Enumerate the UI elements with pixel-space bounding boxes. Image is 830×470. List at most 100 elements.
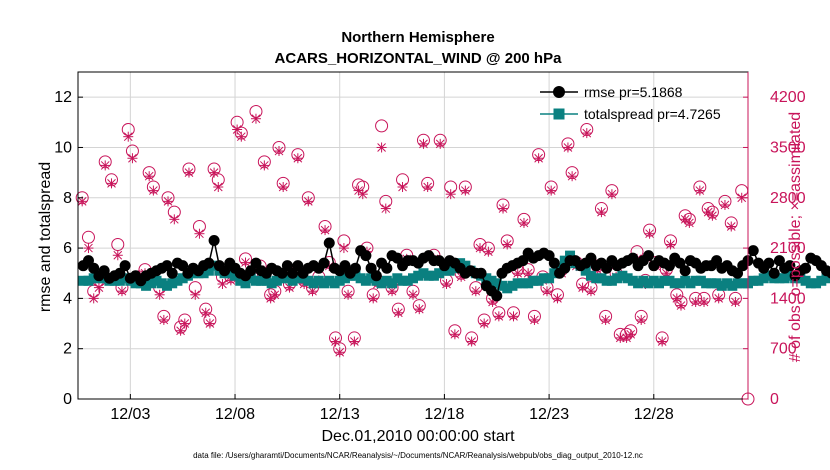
obs-assimilated-point	[106, 178, 117, 189]
obs-assimilated-point	[88, 293, 99, 304]
y-tick-label-right: 2100	[770, 240, 806, 257]
rmse-point	[475, 267, 487, 279]
totalspread-point	[502, 283, 513, 294]
y-tick-label-right: 3500	[770, 139, 806, 156]
obs-possible-point	[111, 237, 125, 251]
totalspread-point	[805, 278, 816, 289]
rmse-point	[119, 260, 131, 272]
obs-assimilated-point	[475, 243, 485, 254]
obs-assimilated-point	[127, 153, 138, 164]
totalspread-point	[491, 278, 502, 289]
obs-assimilated-point	[694, 185, 705, 196]
rmse-point	[349, 262, 361, 274]
obs-assimilated-point	[100, 160, 111, 171]
obs-assimilated-point	[338, 243, 349, 254]
totalspread-point	[381, 275, 392, 286]
totalspread-point	[334, 275, 345, 286]
obs-assimilated-point	[303, 196, 314, 207]
y-tick-label: 0	[63, 391, 72, 408]
totalspread-point	[669, 278, 680, 289]
totalspread-point	[141, 280, 152, 291]
totalspread-point	[161, 280, 172, 291]
obs-assimilated-point	[144, 171, 155, 182]
totalspread-point	[795, 273, 806, 284]
obs-assimilated-point	[460, 185, 471, 196]
obs-assimilated-point	[148, 185, 159, 196]
totalspread-point	[198, 268, 209, 279]
rmse-point	[203, 257, 215, 269]
totalspread-point	[517, 278, 528, 289]
obs-assimilated-point	[435, 138, 446, 149]
obs-assimilated-point	[93, 282, 104, 293]
obs-assimilated-point	[676, 300, 686, 311]
obs-assimilated-point	[690, 296, 701, 307]
totalspread-point	[355, 273, 366, 284]
totalspread-point	[753, 275, 764, 286]
x-tick-label: 12/28	[634, 406, 674, 423]
totalspread-point	[591, 273, 602, 284]
obs-assimilated-point	[213, 181, 224, 192]
totalspread-point	[659, 275, 670, 286]
obs-assimilated-point	[259, 160, 270, 171]
rmse-point	[166, 267, 178, 279]
y-tick-label: 4	[63, 290, 72, 307]
obs-possible-point	[81, 230, 95, 244]
obs-assimilated-point	[397, 181, 408, 192]
obs-assimilated-point	[518, 217, 529, 228]
totalspread-point	[648, 275, 659, 286]
totalspread-point	[774, 273, 785, 284]
totalspread-point	[748, 275, 759, 286]
rmse-point	[763, 257, 775, 269]
obs-assimilated-point	[274, 146, 284, 157]
obs-assimilated-point	[334, 347, 345, 358]
obs-assimilated-point	[123, 131, 134, 142]
obs-assimilated-point	[158, 314, 169, 325]
totalspread-point	[711, 278, 722, 289]
totalspread-point	[329, 278, 340, 289]
obs-assimilated-point	[414, 304, 425, 315]
obs-assimilated-point	[368, 293, 379, 304]
obs-assimilated-point	[596, 207, 607, 218]
totalspread-point	[617, 270, 628, 281]
obs-assimilated-point	[232, 124, 243, 135]
totalspread-point	[496, 280, 507, 291]
obs-assimilated-point	[116, 286, 127, 297]
obs-assimilated-point	[380, 203, 391, 214]
x-tick-label: 12/18	[424, 406, 464, 423]
obs-assimilated-point	[479, 318, 490, 329]
totalspread-point	[177, 273, 188, 284]
totalspread-point	[481, 273, 492, 284]
obs-assimilated-point	[577, 282, 588, 293]
obs-assimilated-point	[83, 243, 94, 254]
y-tick-label-right: 4200	[770, 89, 806, 106]
totalspread-point	[585, 270, 596, 281]
obs-assimilated-point	[606, 189, 617, 200]
obs-assimilated-point	[644, 228, 655, 239]
obs-assimilated-point	[615, 332, 626, 343]
totalspread-point	[83, 275, 94, 286]
obs-possible-point	[375, 119, 389, 133]
obs-assimilated-point	[671, 293, 682, 304]
totalspread-point	[737, 278, 748, 289]
totalspread-point	[261, 275, 272, 286]
obs-assimilated-point	[240, 257, 251, 268]
obs-assimilated-point	[449, 329, 460, 340]
totalspread-point	[680, 275, 691, 286]
rmse-point	[643, 250, 655, 262]
obs-assimilated-point	[523, 268, 534, 279]
rmse-point	[370, 270, 382, 282]
obs-assimilated-point	[684, 217, 695, 228]
totalspread-point	[88, 273, 99, 284]
obs-assimilated-point	[636, 314, 647, 325]
totalspread-point	[580, 265, 591, 276]
obs-assimilated-point	[236, 131, 247, 142]
totalspread-point	[811, 278, 822, 289]
obs-assimilated-point	[422, 181, 433, 192]
data-file-footnote: data file: /Users/gharamti/Documents/NCA…	[193, 451, 643, 460]
totalspread-point	[727, 280, 738, 291]
obs-assimilated-point	[154, 289, 165, 300]
y-ticks: 0 2 4 6 8 10 12	[54, 89, 83, 408]
totalspread-point	[816, 275, 827, 286]
obs-assimilated-point	[190, 289, 201, 300]
obs-assimilated-point	[320, 225, 331, 236]
